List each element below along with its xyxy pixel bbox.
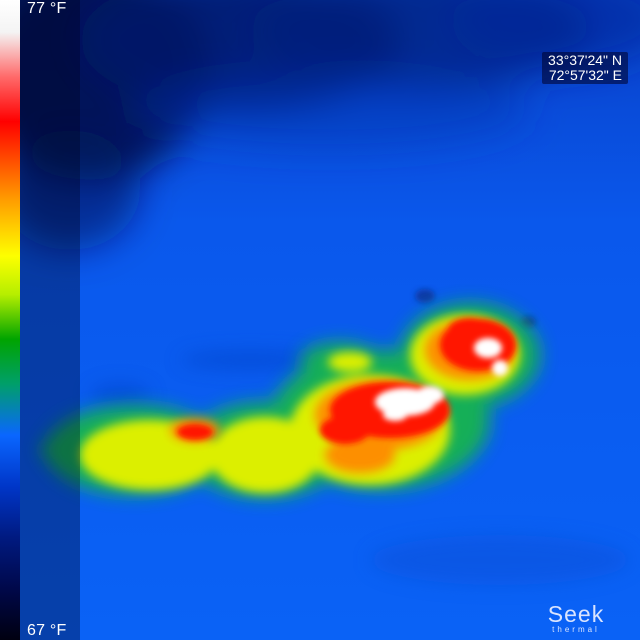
brand-name: Seek xyxy=(547,601,605,627)
max-temperature-label: 77 °F xyxy=(27,0,67,17)
scale-shade-overlay xyxy=(20,0,80,640)
min-temperature-label: 67 °F xyxy=(27,622,67,639)
cold-region-top xyxy=(0,0,640,250)
temperature-scale-bar xyxy=(0,0,20,640)
gps-coordinates: 33°37'24" N 72°57'32" E xyxy=(542,52,628,84)
brand-subtitle: thermal xyxy=(552,625,600,634)
heat-signature xyxy=(40,303,540,498)
latitude-label: 33°37'24" N xyxy=(548,52,622,68)
longitude-label: 72°57'32" E xyxy=(548,67,622,83)
brand-logo: Seek thermal xyxy=(536,601,616,635)
